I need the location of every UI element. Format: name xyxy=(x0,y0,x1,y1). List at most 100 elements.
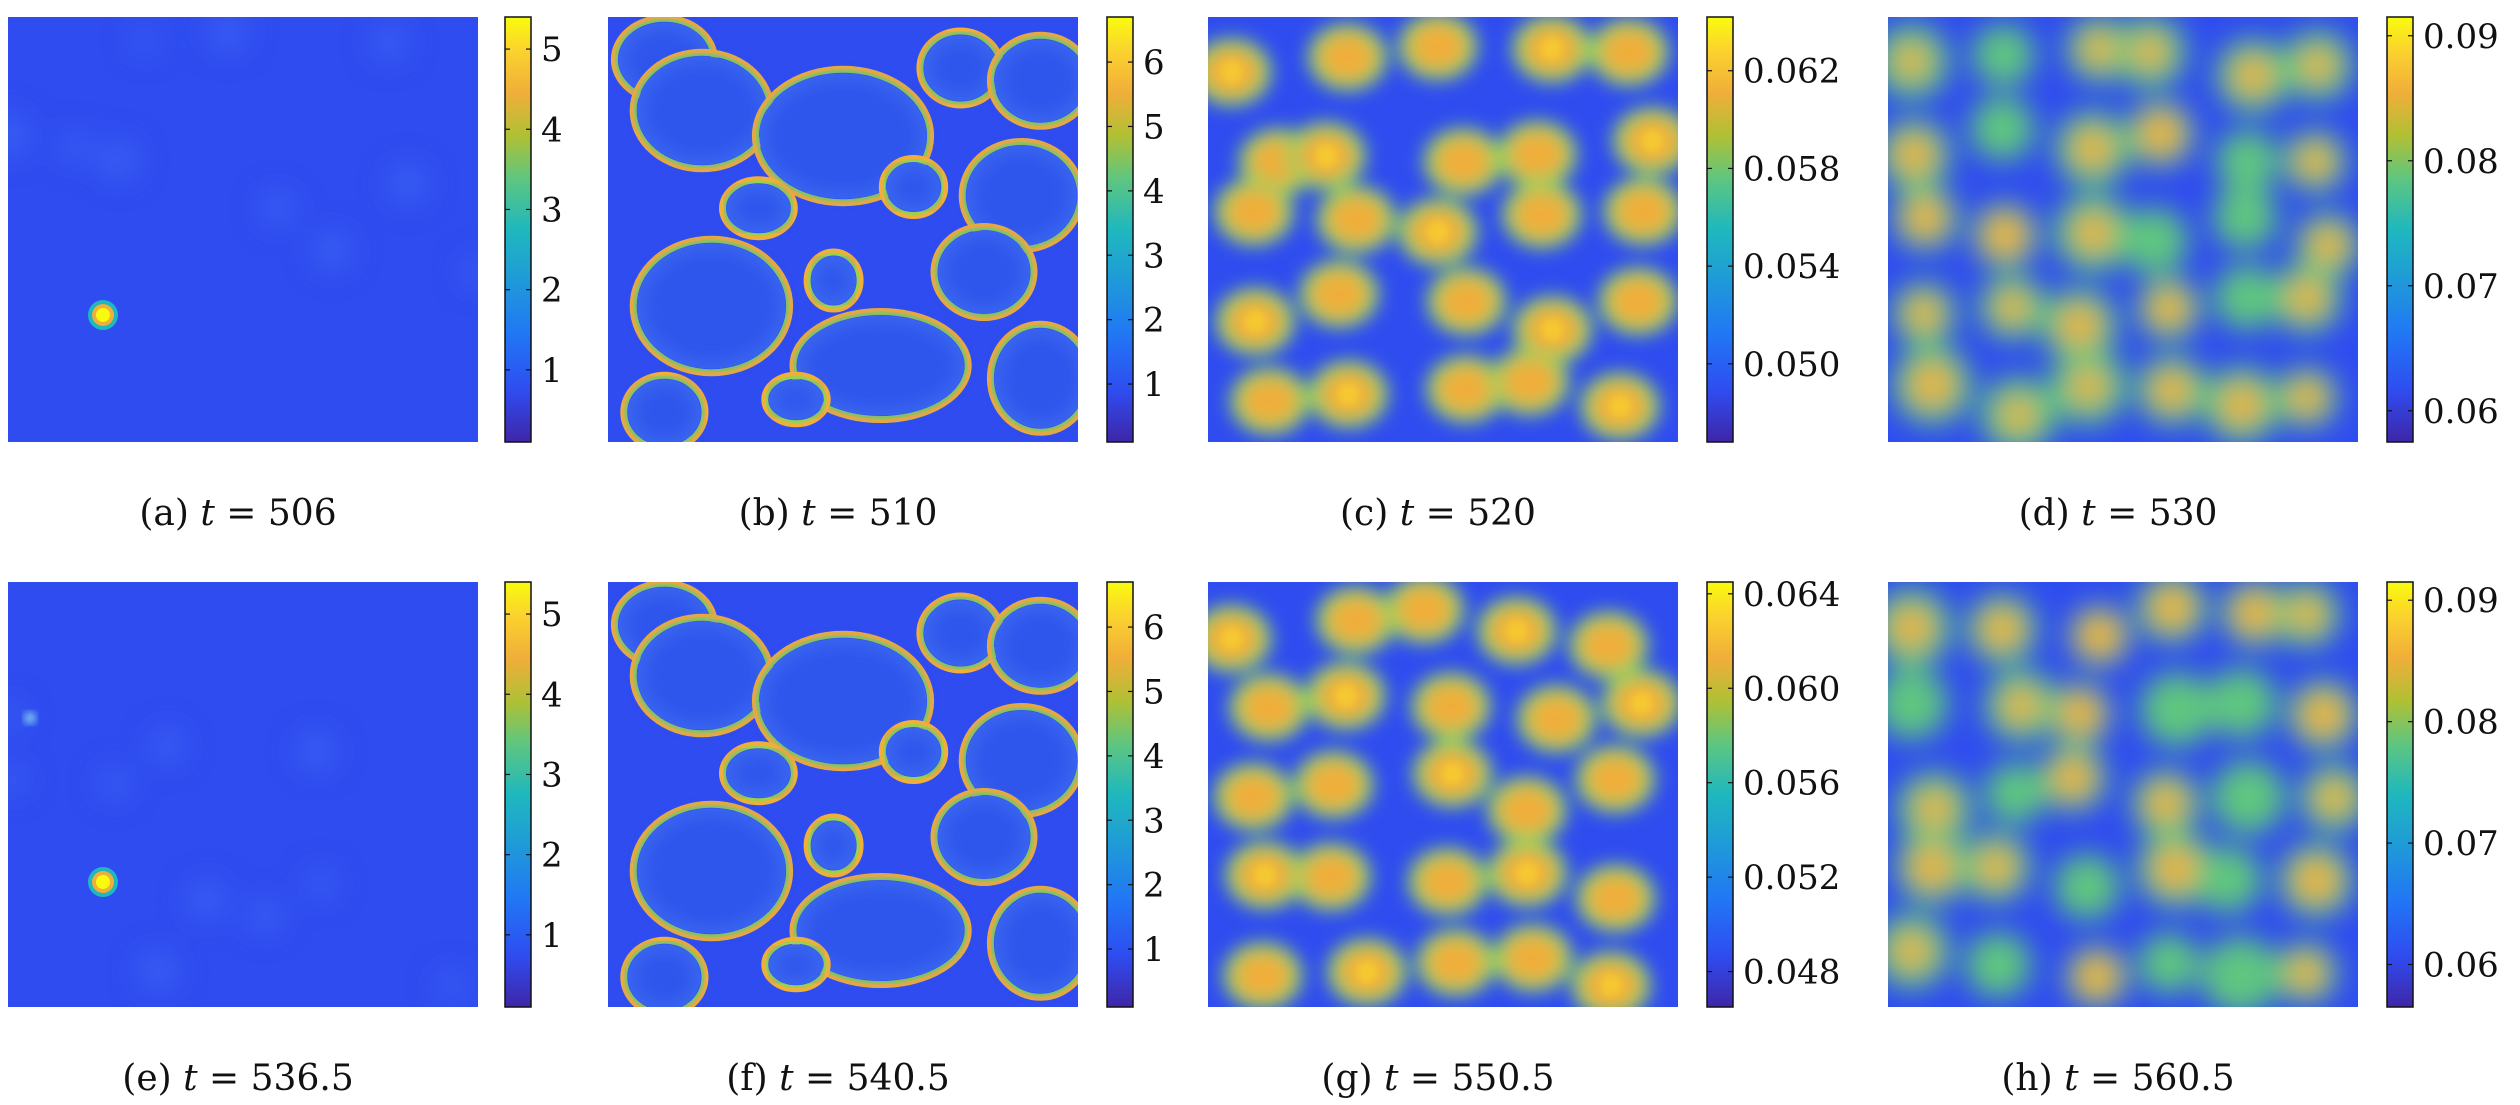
colorbar-tick-label: 0.054 xyxy=(1743,247,1840,287)
caption-eq: = xyxy=(1414,493,1467,534)
ring-boundary xyxy=(803,813,864,878)
caption-eq: = xyxy=(1398,1058,1451,1099)
caption-d: (d) t = 530 xyxy=(2019,493,2218,534)
heatmap-a xyxy=(8,17,478,442)
caption-value: 520 xyxy=(1467,493,1536,534)
panel-b: 1 2 3 4 5 6 (b) t = 510 xyxy=(608,16,1165,534)
heatmap-b xyxy=(608,17,1078,442)
ring-boundary xyxy=(986,885,1078,1001)
colorbar-tick-label: 0.050 xyxy=(1743,345,1840,385)
colorbar-tick-label: 0.06 xyxy=(2423,392,2499,432)
ring-boundary xyxy=(719,741,798,806)
ring-boundary xyxy=(789,308,972,423)
colorbar-gradient xyxy=(2386,16,2414,443)
colorbar-gradient xyxy=(1106,581,1134,1008)
heatmap-e xyxy=(8,582,478,1007)
colorbar-d: 0.06 0.07 0.08 0.09 xyxy=(2386,16,2499,443)
field-background xyxy=(8,17,478,442)
caption-var: t xyxy=(779,1058,794,1099)
colorbar-tick-label: 0.08 xyxy=(2423,142,2499,182)
caption-h: (h) t = 560.5 xyxy=(2001,1058,2234,1099)
ring-boundary xyxy=(761,371,831,428)
caption-a: (a) t = 506 xyxy=(139,493,336,534)
ring-boundary xyxy=(878,155,949,219)
heatmap-f xyxy=(608,582,1078,1007)
colorbar-tick-label: 2 xyxy=(541,271,563,311)
colorbar-gradient xyxy=(2386,581,2414,1008)
ring-boundary xyxy=(803,248,864,313)
colorbar-tick-label: 3 xyxy=(541,755,563,795)
caption-eq: = xyxy=(215,493,268,534)
colorbar-tick-label: 1 xyxy=(541,351,563,391)
caption-f: (f) t = 540.5 xyxy=(726,1058,949,1099)
caption-eq: = xyxy=(816,493,869,534)
caption-label: (h) xyxy=(2001,1058,2064,1099)
colorbar-tick-label: 5 xyxy=(1143,672,1165,712)
caption-value: 530 xyxy=(2149,493,2218,534)
colorbar-tick-label: 0.064 xyxy=(1743,575,1840,615)
ring-boundary xyxy=(751,65,935,207)
colorbar-tick-label: 5 xyxy=(541,30,563,70)
colorbar-tick-label: 3 xyxy=(1143,236,1165,276)
caption-var: t xyxy=(801,493,816,534)
colorbar-tick-label: 0.07 xyxy=(2423,824,2499,864)
caption-c: (c) t = 520 xyxy=(1340,493,1536,534)
caption-var: t xyxy=(200,493,215,534)
caption-value: 560.5 xyxy=(2132,1058,2235,1099)
panel-e: 1 2 3 4 5 (e) t = 536.5 xyxy=(8,581,563,1099)
colorbar-tick-label: 0.07 xyxy=(2423,267,2499,307)
caption-label: (b) xyxy=(739,493,802,534)
colorbar-tick-label: 0.09 xyxy=(2423,581,2499,621)
ring-boundary xyxy=(986,596,1078,695)
caption-var: t xyxy=(2064,1058,2079,1099)
colorbar-tick-label: 4 xyxy=(541,110,563,150)
colorbar-tick-label: 4 xyxy=(1143,172,1165,212)
caption-var: t xyxy=(1384,1058,1399,1099)
ring-boundary xyxy=(761,936,831,993)
colorbar-tick-label: 2 xyxy=(541,836,563,876)
caption-var: t xyxy=(183,1058,198,1099)
ring-boundary xyxy=(719,176,798,241)
ring-boundary xyxy=(620,936,709,1007)
ring-boundary xyxy=(629,235,794,377)
ring-boundary xyxy=(930,223,1038,321)
colorbar-h: 0.06 0.07 0.08 0.09 xyxy=(2386,581,2499,1008)
panel-d: 0.06 0.07 0.08 0.09 (d) t = 530 xyxy=(1888,16,2499,534)
caption-label: (e) xyxy=(122,1058,183,1099)
colorbar-g: 0.048 0.052 0.056 0.060 0.064 xyxy=(1706,575,1840,1008)
colorbar-gradient xyxy=(1106,16,1134,443)
ring-boundary xyxy=(878,720,949,784)
colorbar-a: 1 2 3 4 5 xyxy=(504,16,563,443)
caption-eq: = xyxy=(794,1058,847,1099)
colorbar-gradient xyxy=(504,16,532,443)
colorbar-tick-label: 1 xyxy=(1143,930,1165,970)
ring-boundary xyxy=(629,800,794,942)
caption-value: 550.5 xyxy=(1452,1058,1555,1099)
colorbar-tick-label: 3 xyxy=(541,190,563,230)
ring-boundary xyxy=(751,630,935,772)
colorbar-tick-label: 0.062 xyxy=(1743,52,1840,92)
colorbar-tick-label: 0.09 xyxy=(2423,17,2499,57)
ring-boundary xyxy=(620,371,709,442)
colorbar-tick-label: 4 xyxy=(541,675,563,715)
heatmap-h xyxy=(1888,582,2358,1007)
colorbar-b: 1 2 3 4 5 6 xyxy=(1106,16,1165,443)
colorbar-gradient xyxy=(1706,16,1734,443)
caption-label: (c) xyxy=(1340,493,1400,534)
caption-value: 536.5 xyxy=(251,1058,354,1099)
caption-value: 540.5 xyxy=(847,1058,950,1099)
ring-boundary xyxy=(789,873,972,988)
panel-f: 1 2 3 4 5 6 (f) t = 540.5 xyxy=(608,581,1165,1099)
panel-g: 0.048 0.052 0.056 0.060 0.064 (g) t = 550.5 xyxy=(1208,575,1840,1099)
colorbar-tick-label: 0.058 xyxy=(1743,149,1840,189)
colorbar-e: 1 2 3 4 5 xyxy=(504,581,563,1008)
spot-peak xyxy=(96,875,110,889)
colorbar-c: 0.050 0.054 0.058 0.062 xyxy=(1706,16,1840,443)
caption-g: (g) t = 550.5 xyxy=(1321,1058,1554,1099)
caption-label: (f) xyxy=(726,1058,779,1099)
colorbar-tick-label: 0.060 xyxy=(1743,669,1840,709)
colorbar-tick-label: 5 xyxy=(1143,107,1165,147)
colorbar-tick-label: 1 xyxy=(541,916,563,956)
field-background xyxy=(8,582,478,1007)
colorbar-tick-label: 0.056 xyxy=(1743,764,1840,804)
